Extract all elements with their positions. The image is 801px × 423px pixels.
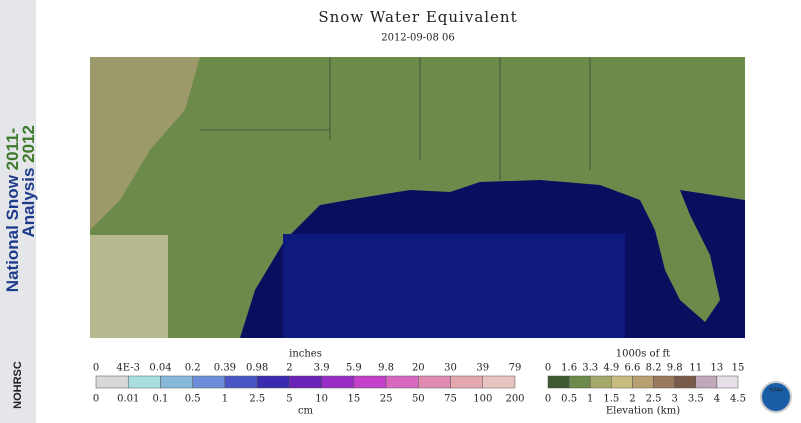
legend-swatch (289, 375, 322, 389)
legend-top-label: 3.3 (582, 363, 598, 374)
legend-swatch (127, 375, 161, 389)
legend-bottom-label: 2 (629, 394, 635, 405)
legend-swatch (95, 375, 129, 389)
legend-bottom-label: 100 (473, 394, 492, 405)
legend-swatch (224, 375, 258, 389)
legend-top-label: 8.2 (646, 363, 662, 374)
legend-bottom-label: 0 (545, 394, 551, 405)
map (90, 57, 745, 338)
legend-bottom-label: 0.5 (561, 394, 577, 405)
legend-top-label: 20 (412, 363, 425, 374)
legend-swatch (589, 375, 612, 389)
legend-swatch (653, 375, 675, 389)
legend-top-label: 2 (286, 363, 292, 374)
legend-top-label: 0.04 (149, 363, 171, 374)
legend-bottom-label: 0.01 (117, 394, 139, 405)
legend-bottom-label: 4 (714, 394, 720, 405)
legend-top-label: 0 (93, 363, 99, 374)
legend-top-label: 9.8 (378, 363, 394, 374)
legend-top-label: 5.9 (346, 363, 362, 374)
legend-swatch (160, 375, 193, 389)
side-year: 2012 (19, 125, 38, 163)
side-strip (0, 0, 36, 423)
legend-top-label: 1.6 (561, 363, 577, 374)
legend-top-label: 0.2 (185, 363, 201, 374)
legend-swatch (321, 375, 355, 389)
legend-swatch (611, 375, 633, 389)
legend-bottom-label: 2.5 (646, 394, 662, 405)
legend-swatch (568, 375, 591, 389)
map-title: Snow Water Equivalent (318, 8, 517, 26)
legend-top-label: 11 (689, 363, 702, 374)
legend-bottom-label: 3.5 (688, 394, 704, 405)
side-text: National Snow (3, 174, 22, 292)
legend-bottom-label: 10 (315, 394, 328, 405)
side-line1: National Snow 2011- (3, 128, 22, 292)
nohrsc-logo: NOHRSC (12, 361, 24, 409)
legend-bottom-label: 0.1 (153, 394, 169, 405)
legend-bottom-label: 0.5 (185, 394, 201, 405)
legend-unit: 1000s of ft (616, 349, 670, 360)
legend-bottom-label: 2.5 (249, 394, 265, 405)
legend-bottom-label: 25 (380, 394, 393, 405)
legend-top-label: 3.9 (314, 363, 330, 374)
legend-top-label: 79 (509, 363, 522, 374)
legend-swatch (385, 375, 419, 389)
data-mask (283, 234, 625, 338)
legend-bottom-label: 3 (671, 394, 677, 405)
noaa-badge (760, 381, 792, 413)
legend-top-label: 4E-3 (116, 363, 140, 374)
legend-swatch (256, 375, 290, 389)
legend-top-label: 39 (476, 363, 489, 374)
legend-swatch (547, 375, 570, 389)
state-borders (200, 57, 591, 180)
legend-swatch (695, 375, 718, 389)
west-texas-terrain (90, 57, 200, 230)
legend-unit: cm (298, 406, 314, 417)
legend-bottom-label: 15 (347, 394, 360, 405)
legend-bottom-label: 1 (222, 394, 228, 405)
legend-unit: inches (289, 349, 322, 360)
legend-top-label: 30 (444, 363, 457, 374)
legend-top-label: 13 (711, 363, 724, 374)
legend-top-label: 0 (545, 363, 551, 374)
legend-top-label: 4.9 (603, 363, 619, 374)
legend-swatch (482, 375, 516, 389)
side-line2: Analysis 2012 (19, 125, 38, 238)
legend-bottom-label: 200 (505, 394, 524, 405)
legend-unit: Elevation (km) (606, 406, 680, 417)
legend-swatch (192, 375, 226, 389)
legend-swatch (716, 375, 739, 389)
legend-top-label: 6.6 (624, 363, 640, 374)
side-year: 2011- (3, 128, 22, 171)
legend-bottom-label: 0 (93, 394, 99, 405)
legend-bottom-label: 50 (412, 394, 425, 405)
legend-top-label: 0.98 (246, 363, 268, 374)
legend-bottom-label: 1 (587, 394, 593, 405)
side-text: Analysis (19, 168, 38, 238)
legend-top-label: 9.8 (667, 363, 683, 374)
no-data-box (90, 235, 168, 338)
legend-bottom-label: 5 (286, 394, 292, 405)
noaa-label: NOAA (769, 387, 784, 393)
legend-swatch (674, 375, 697, 389)
map-date: 2012-09-08 06 (381, 33, 455, 44)
legend-bottom-label: 75 (444, 394, 457, 405)
legend-swatch (450, 375, 484, 389)
legend-bottom-label: 1.5 (603, 394, 619, 405)
legend-top-label: 15 (732, 363, 745, 374)
legend-swatch (353, 375, 387, 389)
legend-swatch (418, 375, 451, 389)
legend-swatch (632, 375, 654, 389)
legend-bottom-label: 4.5 (730, 394, 746, 405)
legend-top-label: 0.39 (214, 363, 236, 374)
